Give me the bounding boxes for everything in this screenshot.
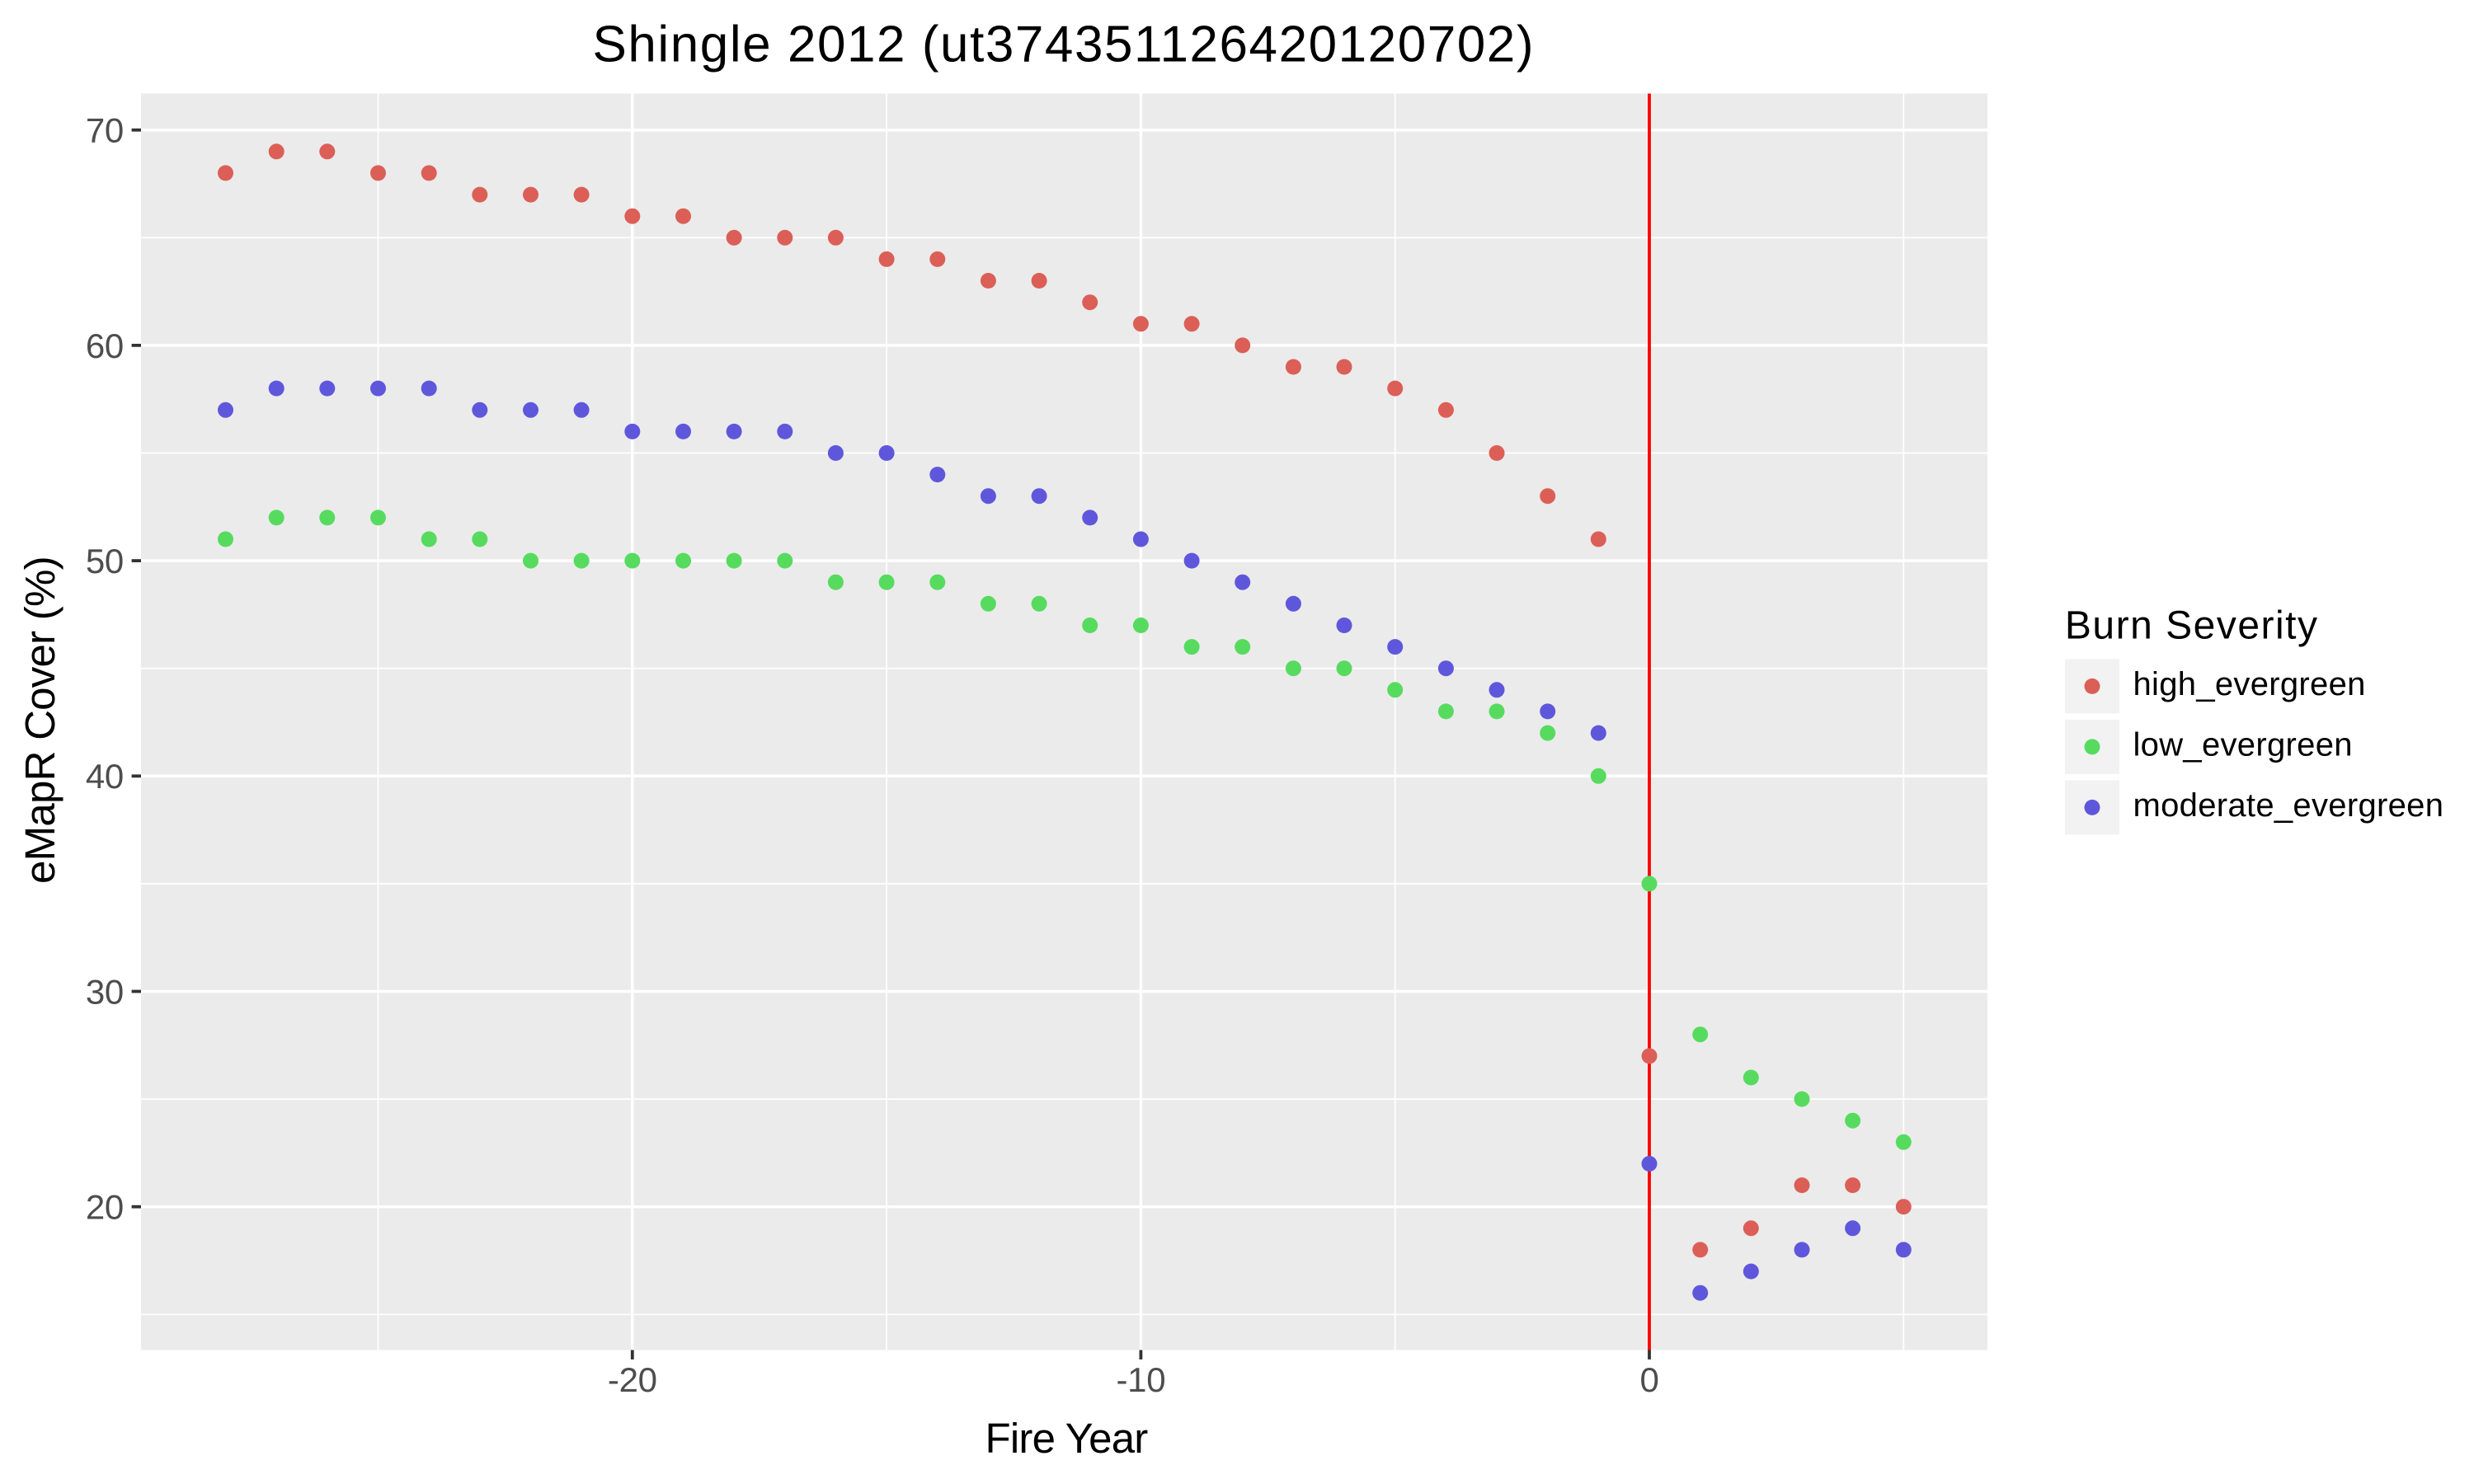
svg-text:Burn Severity: Burn Severity (2065, 603, 2319, 647)
svg-text:30: 30 (86, 972, 124, 1011)
svg-text:20: 20 (86, 1188, 124, 1227)
svg-text:60: 60 (86, 326, 124, 365)
svg-text:high_evergreen: high_evergreen (2133, 666, 2366, 702)
svg-text:-10: -10 (1116, 1360, 1165, 1399)
svg-text:Shingle 2012 (ut37435112642012: Shingle 2012 (ut374351126420120702) (593, 16, 1536, 73)
svg-text:40: 40 (86, 757, 124, 796)
svg-text:50: 50 (86, 542, 124, 580)
svg-text:low_evergreen: low_evergreen (2133, 726, 2353, 763)
svg-text:0: 0 (1639, 1360, 1658, 1399)
svg-text:Fire Year: Fire Year (985, 1415, 1149, 1462)
svg-text:eMapR Cover (%): eMapR Cover (%) (16, 556, 63, 884)
svg-text:-20: -20 (608, 1360, 657, 1399)
svg-text:moderate_evergreen: moderate_evergreen (2133, 787, 2444, 824)
svg-text:70: 70 (86, 111, 124, 150)
